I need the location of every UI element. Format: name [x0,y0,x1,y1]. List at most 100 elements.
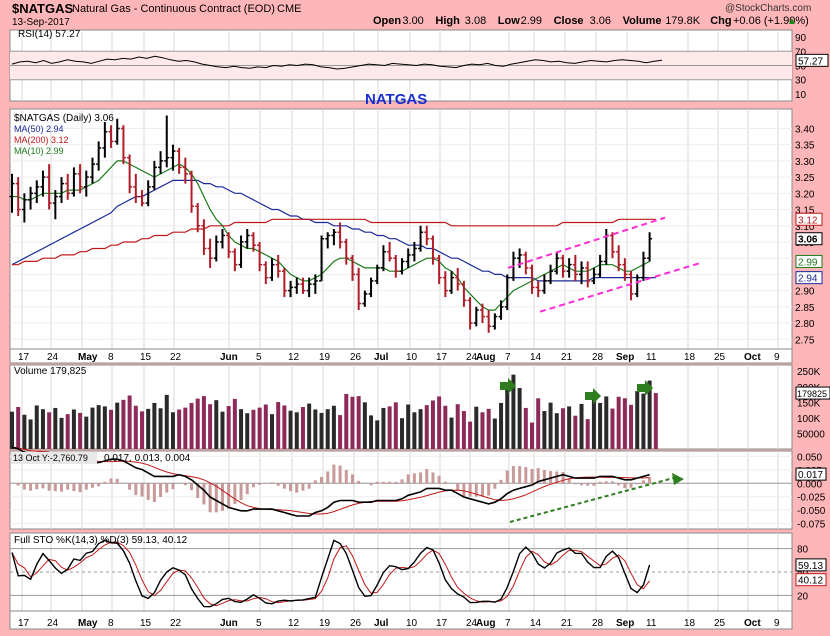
volume-bar [164,394,169,449]
volume-bar [598,402,603,449]
x-axis-tick-label: 15 [140,618,152,629]
macd-histogram-bar [276,483,280,486]
ohlc-bar [622,258,628,281]
volume-bar [294,412,299,449]
volume-bar [362,402,367,449]
ma200-line [12,218,656,266]
volume-bar [127,395,132,449]
ohlc-bar [96,141,102,171]
volume-bar [115,402,120,449]
macd-trend-arrow-line [509,476,677,523]
ohlc-bar [609,232,615,259]
x-axis-tick-label: 24 [466,618,478,629]
macd-histogram-bar [16,483,20,486]
legend-ma10-line: MA(10) 2.99 [14,146,64,156]
macd-histogram-bar [66,483,70,490]
macd-ytick: 0.000 [797,479,822,490]
sto-title: Full STO %K(14,3) %D(3) 59.13, 40.12 [14,535,188,546]
macd-histogram-bar [617,483,621,486]
rsi-title: RSI(14) 57.27 [18,29,81,40]
ohlc-bar [275,254,281,278]
ohlc-bar [71,167,77,197]
volume-bar [461,411,466,449]
price-ytick: 2.75 [795,335,815,346]
macd-histogram-bar [140,483,144,497]
macd-panel [9,450,793,530]
price-tag-box [795,254,823,268]
close-value: 3.06 [590,15,611,27]
sto-d-box [795,573,827,587]
volume-bar [170,412,175,449]
volume-bar [635,391,640,449]
volume-bar [455,404,460,449]
x-axis-tick-label: 21 [561,618,573,629]
macd-histogram-bar [511,466,515,484]
macd-histogram-bar [202,483,206,505]
macd-histogram-bar [573,483,577,485]
x-axis-tick-label: 10 [406,352,418,363]
volume-bar [263,404,268,449]
ohlc-bar [479,303,485,324]
macd-histogram-bar [629,483,633,488]
x-axis-tick-label: 25 [714,352,726,363]
volume-bar [28,419,33,449]
volume-bar [121,399,126,449]
ohlc-bar [647,232,653,262]
x-axis-tick-label: 17 [18,352,30,363]
ohlc-bar [288,280,294,298]
volume-bar [622,398,627,449]
ohlc-bar [591,267,597,285]
macd-values: 0.017, 0.013, 0.004 [104,453,191,464]
x-axis-tick-label: 18 [684,352,696,363]
macd-histogram-bar [258,483,262,485]
volume-bar [214,400,219,449]
macd-histogram-bar [177,483,181,484]
volume-bar [276,402,281,449]
volume-bar [47,412,52,449]
macd-histogram-bar [499,479,503,484]
macd-histogram-bar [344,469,348,484]
price-tag-label: 2.99 [798,257,818,268]
volume-bar [499,402,504,449]
x-axis-tick-label: 8 [108,352,114,363]
x-axis-tick-label: 22 [170,618,182,629]
macd-ytick: -0.075 [797,520,826,531]
macd-ytick: -0.025 [797,493,826,504]
volume-label: Volume [623,15,662,27]
green-arrow-icon [637,380,653,396]
sto-d-label: 40.12 [798,576,823,587]
macd-histogram-bar [78,483,82,493]
macd-histogram-bar [474,483,478,497]
ohlc-bar [158,151,164,174]
volume-bar [430,400,435,449]
macd-histogram-bar [375,481,379,484]
close-label: Close [554,15,584,27]
volume-bar [548,402,553,449]
volume-bar [350,396,355,449]
volume-bar [16,407,21,449]
macd-histogram-bar [22,483,26,490]
chart-date: 13-Sep-2017 [12,17,70,28]
volume-ytick: 100K [797,414,821,425]
ohlc-bar [306,277,312,298]
ma10-line [12,160,650,311]
x-axis-tick-label: 11 [646,618,657,629]
volume-value-label: 179825 [797,389,827,399]
macd-histogram-bar [406,474,410,484]
ohlc-bar [616,245,622,272]
volume-bar [239,409,244,449]
ohlc-bar [548,264,554,285]
macd-histogram-bar [524,467,528,484]
exchange-label: CME [277,3,301,15]
x-axis-tick-label: Aug [476,352,495,363]
volume-bar [84,416,89,449]
macd-tooltip: 13 Oct Y:-2,760.79 [13,453,88,463]
volume-bar [40,409,45,449]
volume-bar [319,412,324,449]
x-axis-tick-label: Jun [220,352,238,363]
volume-bar [579,403,584,449]
price-tag-box [795,212,823,226]
ohlc-bar [182,157,188,184]
